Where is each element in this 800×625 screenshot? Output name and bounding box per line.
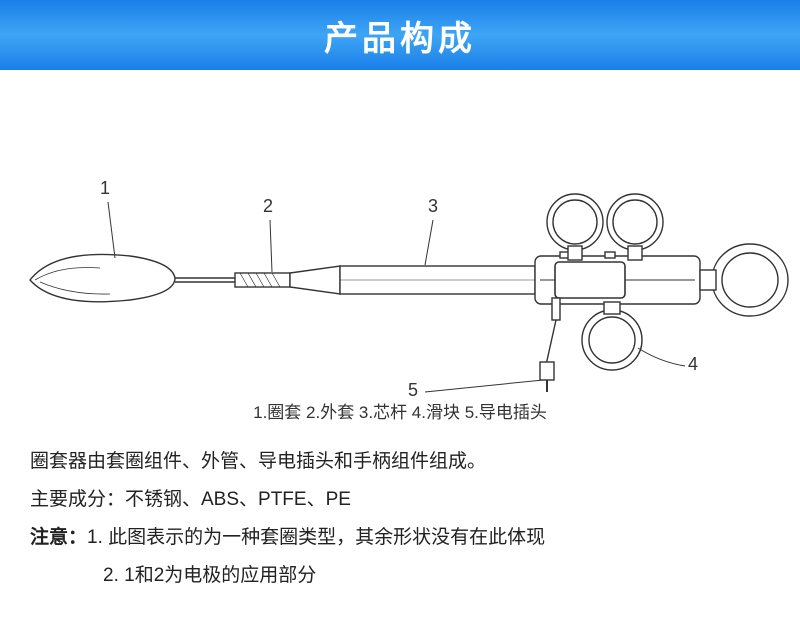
description-block: 圈套器由套圈组件、外管、导电插头和手柄组件组成。 主要成分：不锈钢、ABS、PT… (0, 423, 800, 595)
note1: 1. 此图表示的为一种套圈类型，其余形状没有在此体现 (87, 527, 545, 548)
header-banner: 产品构成 (0, 0, 800, 70)
note-label: 注意： (30, 527, 87, 548)
desc-line1: 圈套器由套圈组件、外管、导电插头和手柄组件组成。 (30, 443, 770, 481)
callout-3: 3 (428, 196, 438, 217)
device-svg (0, 70, 800, 400)
callout-5: 5 (408, 380, 418, 401)
header-title: 产品构成 (324, 11, 476, 60)
product-diagram: 1 2 3 4 5 (0, 70, 800, 390)
callout-2: 2 (263, 196, 273, 217)
callout-4: 4 (688, 354, 698, 375)
desc-line2: 主要成分：不锈钢、ABS、PTFE、PE (30, 481, 770, 519)
callout-1: 1 (100, 178, 110, 199)
parts-legend: 1.圈套 2.外套 3.芯杆 4.滑块 5.导电插头 (0, 398, 800, 423)
note2: 2. 1和2为电极的应用部分 (30, 557, 770, 595)
desc-note-line: 注意：1. 此图表示的为一种套圈类型，其余形状没有在此体现 (30, 519, 770, 557)
